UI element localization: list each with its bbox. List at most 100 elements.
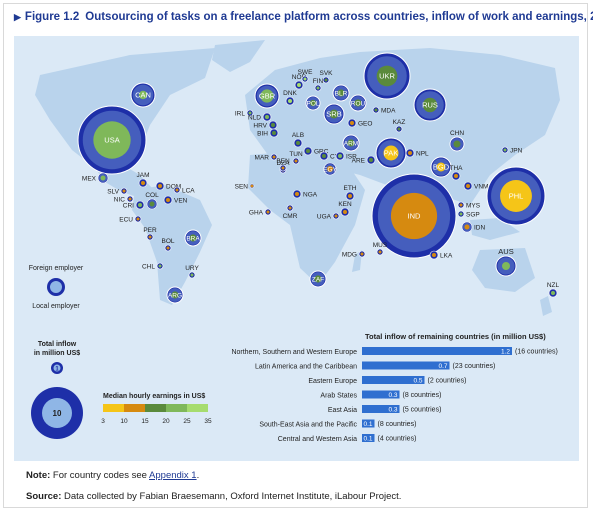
earnings-dot xyxy=(93,121,131,159)
bar-category-label: Northern, Southern and Western Europe xyxy=(231,349,357,356)
bar-note-label: (2 countries) xyxy=(428,378,467,385)
bubble-bgd: BGD xyxy=(430,156,452,178)
map-legend: Foreign employer Local employer Total infl… xyxy=(29,265,212,439)
earnings-dot xyxy=(383,145,399,161)
country-code-label: NZL xyxy=(547,282,560,289)
landmass-10 xyxy=(540,296,552,316)
bar-6 xyxy=(362,419,375,428)
country-code-label: GHA xyxy=(249,210,264,217)
bubble-aus: AUS xyxy=(495,247,517,277)
earnings-dot xyxy=(281,166,285,170)
bar-category-label: Central and Western Asia xyxy=(278,436,357,443)
country-code-label: ROU xyxy=(351,101,366,108)
earnings-tick: 20 xyxy=(162,418,170,425)
earnings-dot xyxy=(148,235,152,239)
bar-value-label: 1.2 xyxy=(501,349,510,356)
legend-local-core xyxy=(50,281,62,293)
country-code-label: KAZ xyxy=(393,119,406,126)
country-code-label: IND xyxy=(408,212,422,221)
earnings-dot xyxy=(376,65,398,87)
bubble-nzl: NZL xyxy=(547,282,560,298)
country-code-label: MDG xyxy=(342,252,357,259)
earnings-dot xyxy=(158,264,162,268)
bubble-pol: POL xyxy=(305,95,321,111)
earnings-dot xyxy=(454,174,458,178)
earnings-dot xyxy=(136,217,140,221)
earnings-dot xyxy=(260,89,274,103)
earnings-dot xyxy=(248,111,252,115)
earnings-dot xyxy=(374,108,378,112)
bubble-fin: FIN xyxy=(313,78,324,92)
earnings-dot xyxy=(348,194,352,198)
bubble-mdg: MDG xyxy=(342,250,366,259)
country-code-label: CRI xyxy=(123,203,134,210)
bar-value-label: 0.3 xyxy=(388,392,397,399)
earnings-dot xyxy=(329,109,339,119)
bubble-bol: BOL xyxy=(161,238,175,252)
bar-note-label: (5 countries) xyxy=(403,407,442,414)
country-code-label: PAK xyxy=(384,149,398,158)
country-code-label: JPN xyxy=(510,148,523,155)
bar-category-label: South-East Asia and the Pacific xyxy=(259,422,357,429)
country-code-label: EGY xyxy=(323,167,337,174)
country-code-label: MEX xyxy=(82,176,97,183)
bar-category-label: Latin America and the Caribbean xyxy=(255,364,357,371)
country-code-label: PHL xyxy=(509,192,524,201)
bubble-phl: PHL xyxy=(486,166,546,226)
country-code-label: LKA xyxy=(440,253,453,260)
bubble-usa: USA xyxy=(77,105,147,175)
earnings-tick: 10 xyxy=(120,418,128,425)
country-code-label: ARM xyxy=(344,141,358,148)
bar-1 xyxy=(362,347,512,355)
earnings-dot xyxy=(271,123,275,127)
earnings-dot xyxy=(314,275,322,283)
bubble-dnk: DNK xyxy=(283,90,298,106)
earnings-dot xyxy=(100,175,106,181)
earnings-dot xyxy=(453,140,461,148)
earnings-dot xyxy=(288,206,292,210)
bubble-egy: EGY xyxy=(323,162,338,176)
earnings-dot xyxy=(337,89,345,97)
country-code-label: LCA xyxy=(182,188,195,195)
landmass-4 xyxy=(212,40,265,72)
source-label: Source: xyxy=(26,491,62,502)
country-code-label: UKR xyxy=(379,72,395,81)
country-code-label: RUS xyxy=(422,101,438,110)
bubble-arg: ARG xyxy=(166,286,184,304)
country-code-label: BOL xyxy=(161,238,174,245)
triangle-icon: ▶ xyxy=(14,12,21,22)
appendix-link[interactable]: Appendix 1 xyxy=(149,470,197,481)
country-code-label: BLR xyxy=(335,91,348,98)
bar-3 xyxy=(362,376,425,384)
bubble-slv: SLV xyxy=(107,187,128,196)
bubble-chl: CHL xyxy=(142,262,164,271)
earnings-dot xyxy=(316,86,320,90)
earnings-dot xyxy=(397,127,401,131)
country-code-label: MUS xyxy=(373,242,388,249)
country-code-label: IRL xyxy=(235,111,246,118)
country-code-label: NIC xyxy=(114,197,126,204)
earnings-dot xyxy=(309,99,317,107)
country-code-label: MYS xyxy=(466,203,481,210)
earnings-dot xyxy=(343,210,347,214)
country-code-label: DOM xyxy=(166,184,181,191)
earnings-dot xyxy=(502,262,510,270)
country-code-label: SLV xyxy=(107,189,119,196)
bubble-mys: MYS xyxy=(457,201,481,210)
earnings-dot xyxy=(322,154,326,158)
bar-value-label: 0.7 xyxy=(438,363,447,370)
bubble-dom: DOM xyxy=(155,181,181,191)
earnings-dot xyxy=(408,151,412,155)
bubble-hrv: HRV xyxy=(253,120,278,130)
earnings-dot xyxy=(432,253,436,257)
bubble-mex: MEX xyxy=(82,172,109,184)
country-code-label: CHL xyxy=(142,264,155,271)
bubble-bih: BIH xyxy=(257,128,279,138)
landmass-6 xyxy=(248,150,365,285)
bubble-lca: LCA xyxy=(173,186,195,195)
bubble-ecu: ECU xyxy=(119,215,142,224)
bubble-pak: PAK xyxy=(375,137,407,169)
bubble-ken: KEN xyxy=(338,201,352,217)
bubble-sgp: SGP xyxy=(457,210,480,219)
country-code-label: MDA xyxy=(381,108,396,115)
